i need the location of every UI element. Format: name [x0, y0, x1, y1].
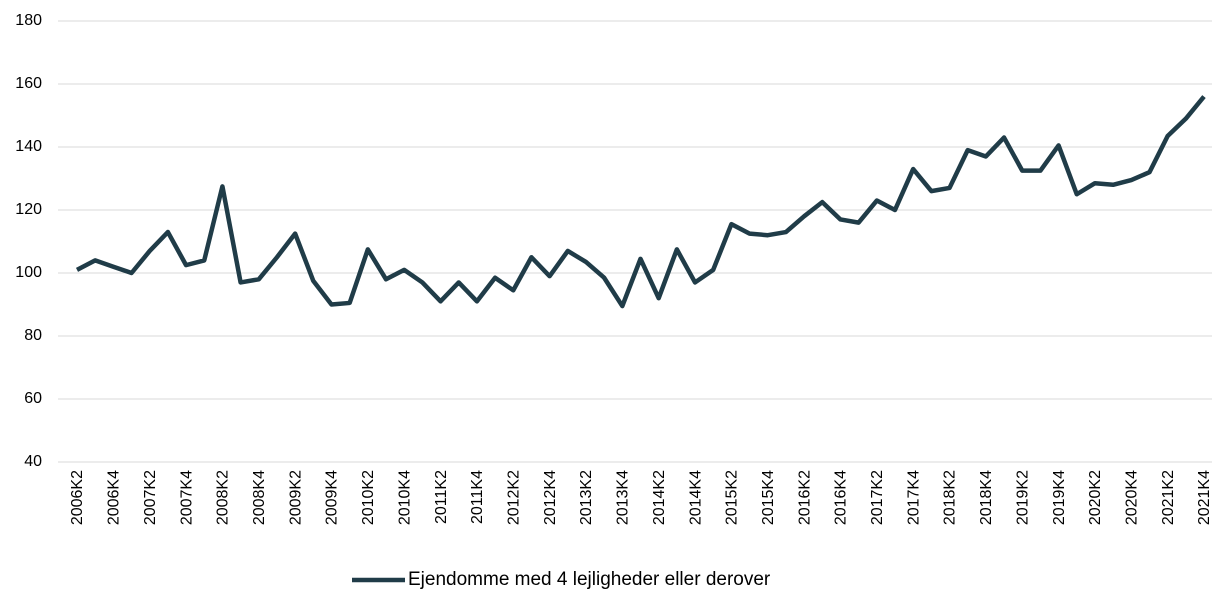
x-tick-label: 2019K2	[1014, 470, 1031, 525]
y-tick-label: 60	[24, 390, 42, 407]
x-tick-label: 2008K4	[251, 470, 268, 525]
x-tick-label: 2016K4	[833, 470, 850, 525]
x-tick-label: 2015K2	[724, 470, 741, 525]
x-tick-label: 2016K2	[796, 470, 813, 525]
x-tick-label: 2017K4	[905, 470, 922, 525]
x-tick-label: 2009K2	[287, 470, 304, 525]
x-tick-label: 2011K4	[469, 470, 486, 524]
x-tick-label: 2014K4	[687, 470, 704, 525]
x-tick-label: 2008K2	[215, 470, 232, 525]
x-tick-label: 2021K2	[1160, 470, 1177, 525]
y-tick-label: 180	[15, 12, 42, 29]
x-tick-label: 2007K4	[178, 470, 195, 525]
x-tick-label: 2014K2	[651, 470, 668, 525]
y-tick-label: 100	[15, 264, 42, 281]
x-tick-label: 2021K4	[1196, 470, 1212, 525]
legend-label: Ejendomme med 4 lejligheder eller derove…	[408, 569, 771, 590]
x-tick-label: 2009K4	[324, 470, 341, 525]
y-tick-label: 140	[15, 138, 42, 155]
x-tick-label: 2020K2	[1087, 470, 1104, 525]
y-tick-label: 120	[15, 201, 42, 218]
x-tick-label: 2006K4	[106, 470, 123, 525]
x-tick-label: 2018K2	[942, 470, 959, 525]
x-tick-label: 2013K2	[578, 470, 595, 525]
x-tick-label: 2019K4	[1051, 470, 1068, 525]
y-tick-label: 80	[24, 327, 42, 344]
line	[75, 95, 1206, 309]
x-tick-label: 2018K4	[978, 470, 995, 525]
y-tick-label: 40	[24, 453, 42, 470]
x-tick-label: 2012K2	[505, 470, 522, 525]
x-tick-label: 2010K2	[360, 470, 377, 525]
y-tick-label: 160	[15, 75, 42, 92]
x-tick-label: 2007K2	[142, 470, 159, 525]
x-tick-label: 2017K2	[869, 470, 886, 525]
x-tick-label: 2020K4	[1124, 470, 1141, 525]
x-tick-label: 2013K4	[615, 470, 632, 525]
x-tick-label: 2015K4	[760, 470, 777, 525]
x-tick-label: 2012K4	[542, 470, 559, 525]
x-tick-label: 2011K2	[433, 470, 450, 524]
x-tick-label: 2010K4	[396, 470, 413, 525]
x-tick-label: 2006K2	[69, 470, 86, 525]
